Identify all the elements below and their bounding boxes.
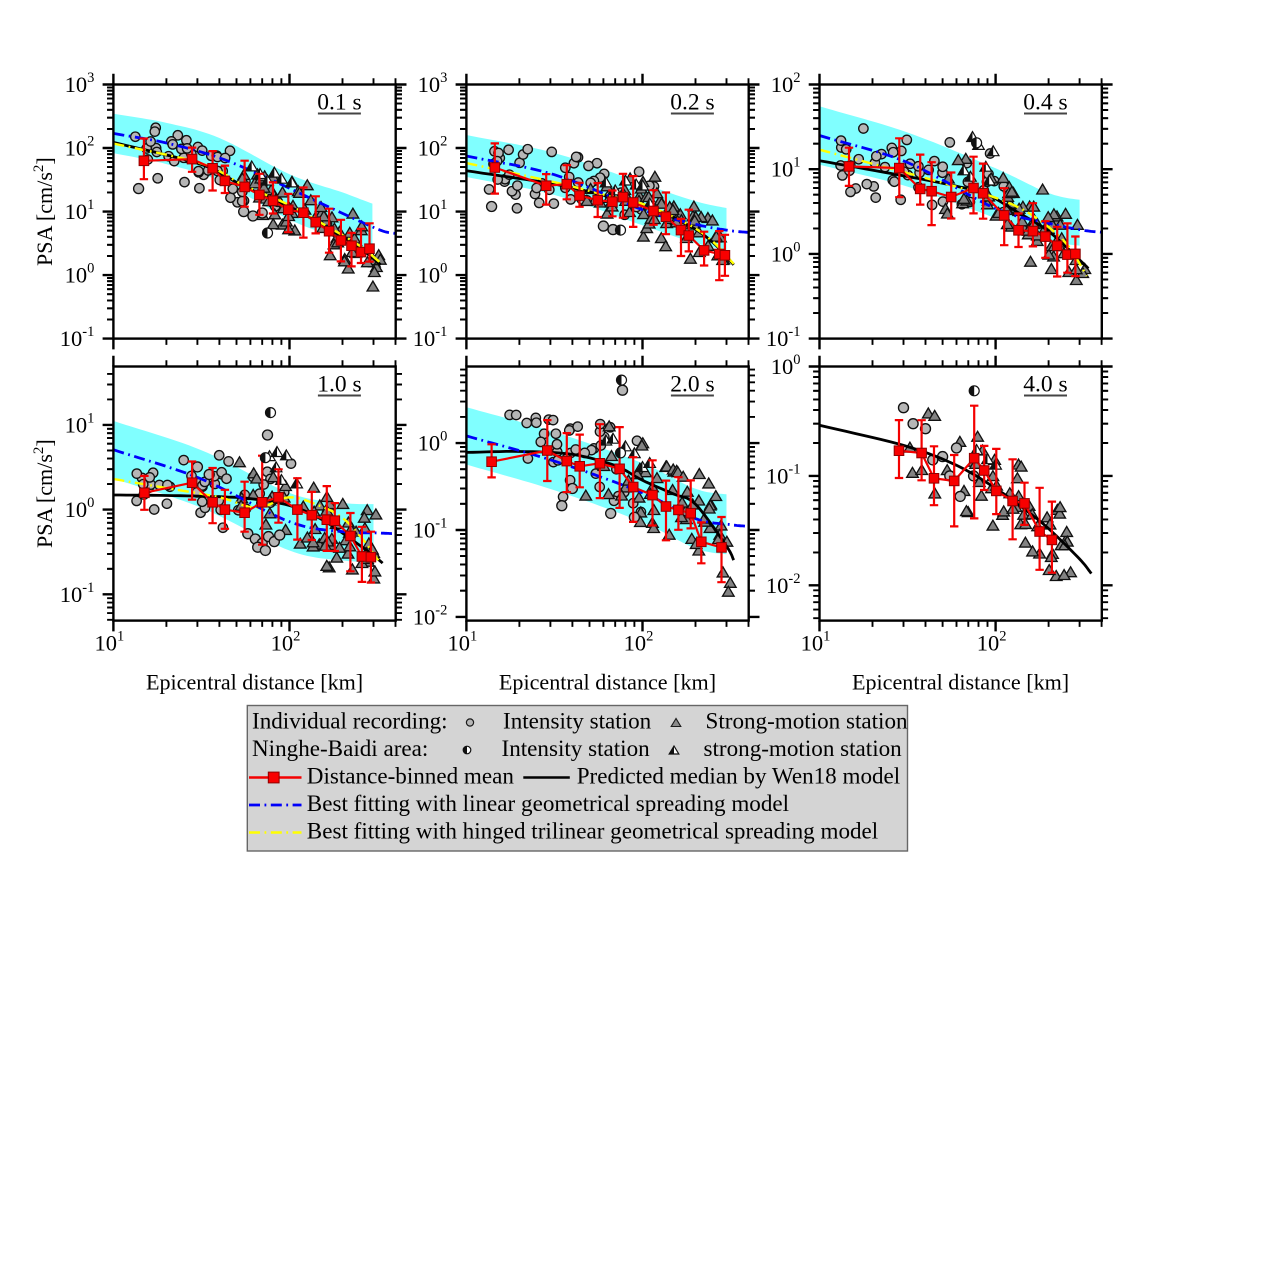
svg-text:Best fitting with linear geome: Best fitting with linear geometrical spr… <box>307 790 789 816</box>
svg-text:Intensity station: Intensity station <box>502 735 651 761</box>
svg-text:0.1 s: 0.1 s <box>317 90 361 116</box>
svg-text:Distance-binned mean: Distance-binned mean <box>307 762 515 788</box>
svg-text:2.0 s: 2.0 s <box>670 372 714 398</box>
svg-text:Ninghe-Baidi area:: Ninghe-Baidi area: <box>252 735 428 761</box>
svg-text:Epicentral distance [km]: Epicentral distance [km] <box>852 670 1069 695</box>
svg-text:Predicted median by Wen18 mode: Predicted median by Wen18 model <box>577 762 901 788</box>
svg-text:Epicentral distance [km]: Epicentral distance [km] <box>146 670 363 695</box>
svg-text:strong-motion station: strong-motion station <box>704 735 903 761</box>
svg-text:4.0 s: 4.0 s <box>1023 372 1067 398</box>
svg-text:0.4 s: 0.4 s <box>1023 90 1067 116</box>
svg-text:Strong-motion station: Strong-motion station <box>706 707 909 733</box>
svg-text:PSA [cm/s2]: PSA [cm/s2] <box>31 439 57 548</box>
svg-text:10-1: 10-1 <box>413 324 448 351</box>
svg-text:Epicentral distance [km]: Epicentral distance [km] <box>499 670 716 695</box>
svg-text:Intensity station: Intensity station <box>503 707 652 733</box>
svg-text:Best fitting with hinged trili: Best fitting with hinged trilinear geome… <box>307 817 878 843</box>
svg-text:Individual recording:: Individual recording: <box>252 707 448 733</box>
svg-text:1.0 s: 1.0 s <box>317 372 361 398</box>
svg-text:PSA [cm/s2]: PSA [cm/s2] <box>31 157 57 266</box>
svg-text:0.2 s: 0.2 s <box>670 90 714 116</box>
svg-text:101: 101 <box>65 410 95 437</box>
